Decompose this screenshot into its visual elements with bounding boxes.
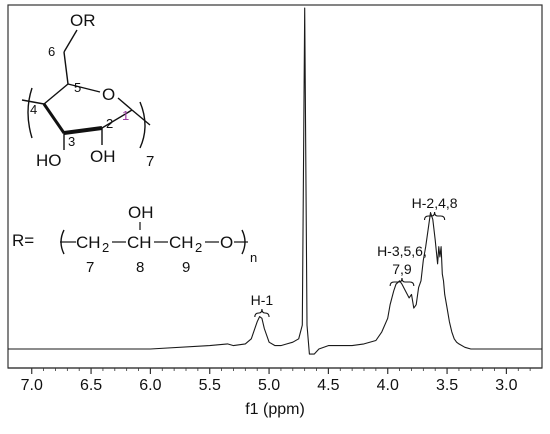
x-tick-label: 3.0 bbox=[495, 377, 517, 394]
bond-c4-link bbox=[21, 99, 45, 105]
label-sub2-c: 2 bbox=[195, 240, 202, 255]
bond-c1-link bbox=[131, 109, 151, 126]
label-num7: 7 bbox=[86, 259, 94, 276]
label-oh-top: OH bbox=[128, 203, 154, 222]
label-num8: 8 bbox=[136, 259, 144, 276]
x-axis-title: f1 (ppm) bbox=[245, 401, 305, 418]
spectrum-line bbox=[8, 7, 542, 355]
x-tick-label: 4.5 bbox=[317, 377, 339, 394]
label-r-eq: R= bbox=[12, 231, 34, 250]
bond-c5-c6 bbox=[63, 51, 69, 85]
label-ch2-a: CH bbox=[76, 233, 101, 252]
label-ch-b: CH bbox=[127, 233, 152, 252]
annotation-label: H-1 bbox=[251, 292, 274, 308]
cyclodextrin-structure bbox=[21, 29, 151, 150]
peak-annotations: H-1 H-3,5,6, 7,9 H-2,4,8 bbox=[251, 195, 458, 318]
x-axis-ticks bbox=[31, 368, 531, 374]
x-tick-label: 3.5 bbox=[436, 377, 458, 394]
annotation-brace bbox=[389, 277, 415, 287]
annotation-brace bbox=[423, 211, 446, 221]
label-c2: 2 bbox=[106, 116, 113, 131]
label-ring-o: O bbox=[102, 85, 115, 104]
label-c4: 4 bbox=[30, 102, 37, 117]
label-o-end: O bbox=[220, 233, 233, 252]
x-axis-tick-labels: 7.0 6.5 6.0 5.5 5.0 4.5 4.0 3.5 3.0 bbox=[21, 377, 518, 394]
label-ch2-c: CH bbox=[169, 233, 194, 252]
bond-c1-c2 bbox=[101, 109, 133, 129]
x-tick-label: 6.0 bbox=[139, 377, 161, 394]
label-or: OR bbox=[70, 11, 96, 30]
plot-frame bbox=[7, 4, 543, 369]
bond-c2-c3 bbox=[63, 126, 103, 135]
x-tick-label: 4.0 bbox=[377, 377, 399, 394]
annotation-label: 7,9 bbox=[392, 261, 412, 277]
x-tick-label: 7.0 bbox=[21, 377, 43, 394]
label-oh-c2: OH bbox=[90, 147, 116, 166]
annotation-brace bbox=[254, 308, 270, 318]
label-ho-c3: HO bbox=[36, 151, 62, 170]
bracket-right bbox=[139, 101, 146, 149]
label-n-repeat: 7 bbox=[146, 153, 154, 170]
x-tick-label: 6.5 bbox=[80, 377, 102, 394]
bond-c3-c4 bbox=[42, 103, 66, 134]
bond-c4-c5 bbox=[43, 83, 69, 105]
label-num9: 9 bbox=[182, 259, 190, 276]
r-group-formula: R= CH 2 CH OH CH 2 O n 7 8 9 bbox=[12, 203, 257, 276]
label-c6: 6 bbox=[48, 44, 55, 59]
label-c3: 3 bbox=[68, 134, 75, 149]
annotation-label: H-2,4,8 bbox=[412, 195, 458, 211]
label-c5: 5 bbox=[74, 80, 81, 95]
bracket-left bbox=[27, 87, 33, 139]
bond-c6-or bbox=[63, 29, 78, 53]
bond-c5-o bbox=[67, 83, 101, 93]
x-tick-label: 5.5 bbox=[199, 377, 221, 394]
label-sub2-a: 2 bbox=[102, 240, 109, 255]
annotation-label: H-3,5,6, bbox=[377, 243, 427, 259]
r-bracket-right bbox=[241, 229, 246, 255]
label-sub-n: n bbox=[250, 250, 257, 265]
label-c1: 1 bbox=[122, 108, 129, 123]
x-tick-label: 5.0 bbox=[258, 377, 280, 394]
bond-o-c1 bbox=[117, 97, 133, 111]
